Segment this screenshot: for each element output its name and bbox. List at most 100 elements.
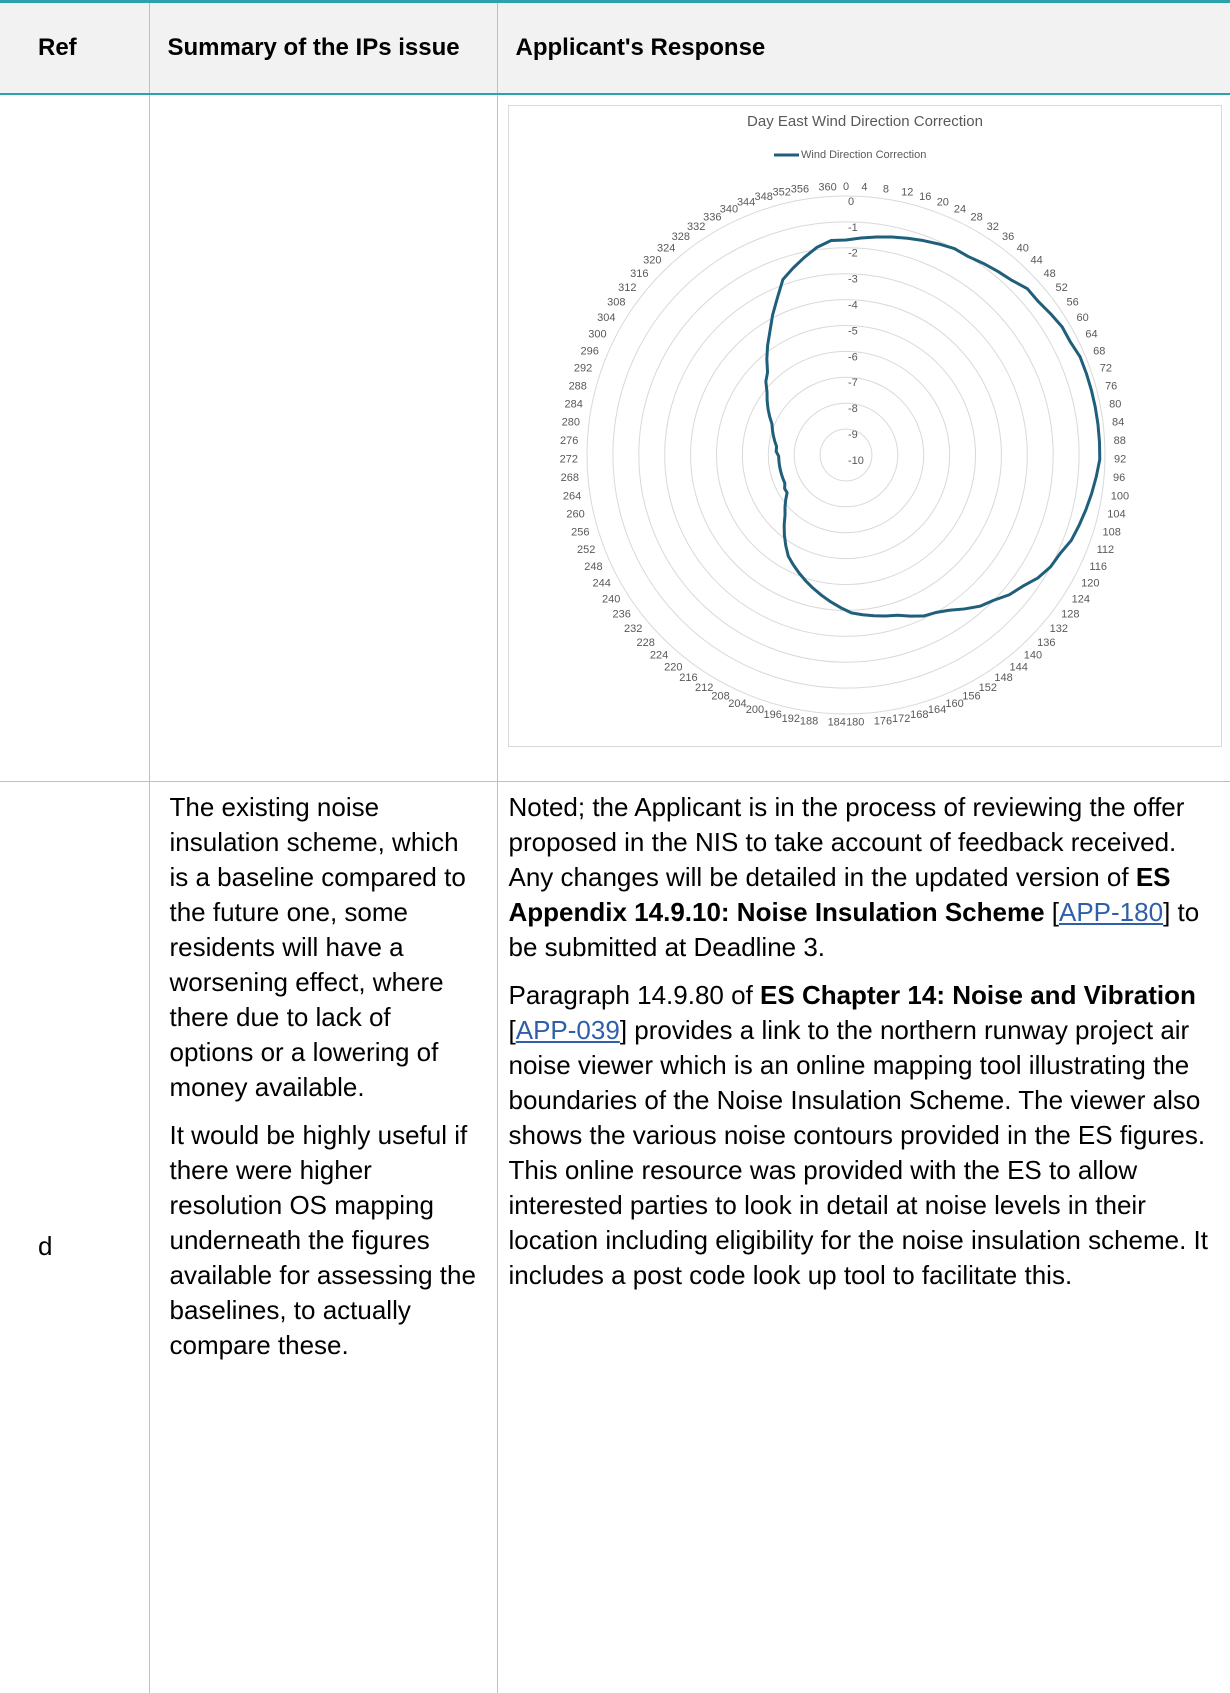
category-label: 132 — [1049, 623, 1067, 635]
category-label: 264 — [562, 490, 580, 502]
category-label: 212 — [694, 682, 712, 694]
category-label: 276 — [559, 435, 577, 447]
category-label: 40 — [1016, 242, 1028, 254]
summary-cell: The existing noise insulation scheme, wh… — [148, 781, 497, 1693]
r-tick-label: 0 — [848, 196, 854, 208]
category-label: 356 — [790, 183, 808, 195]
link-text[interactable]: APP-039 — [515, 1015, 620, 1045]
category-label: 252 — [577, 544, 595, 556]
category-label: 172 — [892, 713, 910, 725]
response-cell: Noted; the Applicant is in the process o… — [496, 781, 1230, 1693]
header-cell: Ref — [0, 0, 149, 95]
category-label: 260 — [566, 509, 584, 521]
grid-ring — [793, 402, 898, 508]
paragraph: It would be highly useful if there were … — [169, 1120, 476, 1360]
category-label: 196 — [763, 709, 781, 721]
r-tick-label: -5 — [848, 325, 858, 337]
category-label: 360 — [818, 182, 836, 194]
grid-ring — [715, 325, 976, 585]
category-label: 92 — [1113, 454, 1125, 466]
category-label: 188 — [799, 715, 817, 727]
plain-text: Paragraph 14.9.80 of — [508, 980, 761, 1010]
category-label: 104 — [1107, 509, 1125, 521]
category-label: 176 — [873, 715, 891, 727]
category-label: 236 — [612, 609, 630, 621]
r-tick-label: -7 — [848, 377, 858, 389]
grid-ring — [586, 195, 1105, 715]
category-label: 144 — [1009, 661, 1027, 673]
category-label: 280 — [561, 417, 579, 429]
paragraph: The existing noise insulation scheme, wh… — [169, 792, 466, 1102]
category-label: 0 — [842, 181, 848, 193]
grid-ring — [741, 350, 950, 560]
category-label: 180 — [846, 717, 864, 729]
category-label: 200 — [745, 704, 763, 716]
category-label: 52 — [1055, 282, 1067, 294]
category-label: 296 — [580, 345, 598, 357]
category-label: 336 — [703, 212, 721, 224]
category-label: 152 — [978, 682, 996, 694]
category-label: 324 — [656, 242, 674, 254]
category-label: 124 — [1071, 593, 1089, 605]
r-tick-label: -10 — [848, 455, 864, 467]
r-tick-label: -1 — [848, 222, 858, 234]
category-label: 156 — [962, 690, 980, 702]
grid-ring — [611, 221, 1080, 689]
category-label: 160 — [945, 698, 963, 710]
category-label: 232 — [624, 623, 642, 635]
category-label: 328 — [671, 231, 689, 243]
plain-text: ] to be submitted at Deadline 3. — [508, 897, 1200, 962]
category-label: 100 — [1110, 490, 1128, 502]
cell: Day East Wind Direction Correction 0 -1 -2… — [496, 94, 1230, 782]
series-line — [763, 235, 1101, 618]
grid-ring — [819, 428, 872, 482]
legend-label: Wind Direction Correction — [801, 149, 926, 161]
category-label: 340 — [719, 204, 737, 216]
category-label: 12 — [901, 187, 913, 199]
category-label: 80 — [1109, 398, 1121, 410]
category-label: 224 — [649, 650, 667, 662]
category-label: 108 — [1102, 526, 1120, 538]
grid-ring — [767, 376, 924, 534]
chart-title: Day East Wind Direction Correction — [747, 113, 983, 130]
header-cell: Applicant's Response — [496, 0, 1230, 95]
category-label: 300 — [588, 328, 606, 340]
category-label: 208 — [711, 690, 729, 702]
plain-text: Noted; the Applicant is in the process o… — [508, 792, 1185, 892]
category-label: 332 — [687, 221, 705, 233]
category-label: 44 — [1030, 255, 1042, 267]
category-label: 120 — [1081, 578, 1099, 590]
plain-text: ] provides a link to the northern runway… — [508, 1015, 1209, 1290]
category-label: 344 — [736, 197, 754, 209]
category-label: 140 — [1023, 650, 1041, 662]
link-text[interactable]: APP-180 — [1059, 897, 1164, 927]
r-tick-label: -6 — [848, 351, 858, 363]
category-label: 244 — [592, 578, 610, 590]
plain-text: [ — [508, 1015, 516, 1045]
category-label: 72 — [1099, 363, 1111, 375]
category-label: 48 — [1043, 268, 1055, 280]
category-label: 256 — [571, 526, 589, 538]
category-label: 24 — [953, 204, 965, 216]
category-label: 136 — [1037, 637, 1055, 649]
category-label: 4 — [861, 182, 867, 194]
chart-row: Day East Wind Direction Correction 0 -1 -2… — [0, 94, 1230, 782]
category-label: 304 — [597, 312, 615, 324]
grid-ring — [663, 273, 1028, 637]
category-label: 248 — [584, 561, 602, 573]
category-label: 204 — [728, 698, 746, 710]
category-label: 164 — [927, 704, 945, 716]
r-tick-label: -4 — [848, 300, 858, 312]
header-row: Ref Summary of the IPs issue Applicant's… — [0, 0, 1230, 95]
category-label: 20 — [936, 197, 948, 209]
category-label: 320 — [643, 255, 661, 267]
r-tick-label: -2 — [848, 248, 858, 260]
category-label: 148 — [994, 672, 1012, 684]
category-label: 220 — [664, 661, 682, 673]
category-label: 348 — [754, 191, 772, 203]
category-label: 36 — [1002, 231, 1014, 243]
category-label: 76 — [1105, 380, 1117, 392]
category-label: 184 — [827, 717, 845, 729]
